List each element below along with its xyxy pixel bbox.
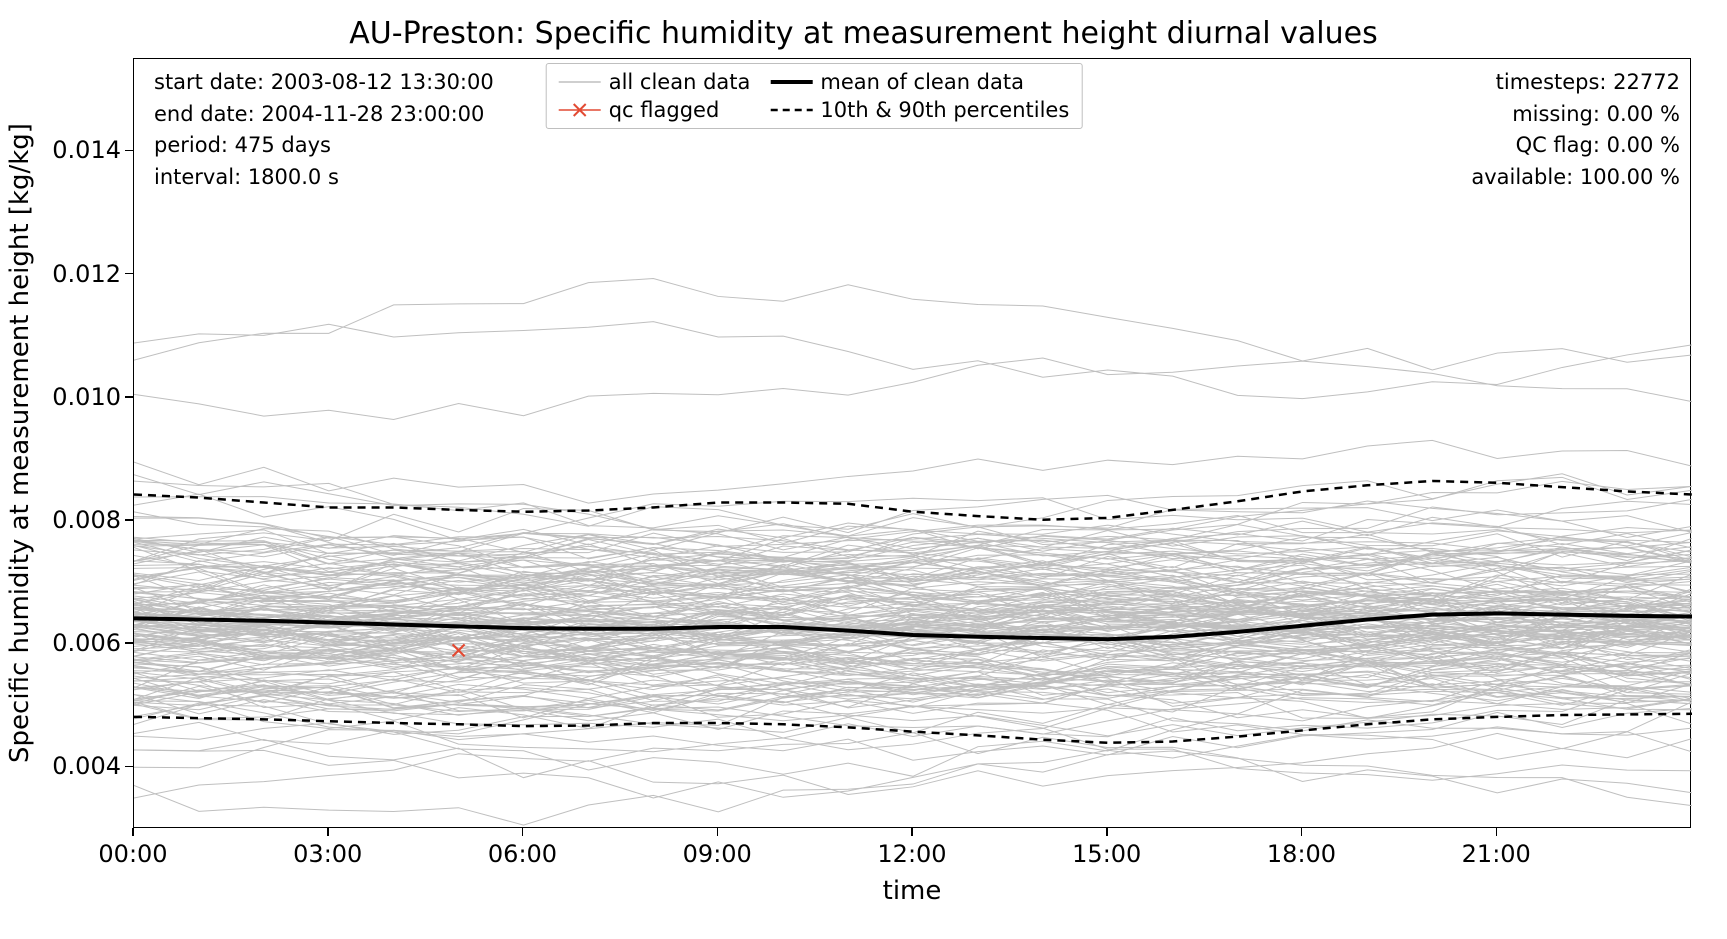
y-tickmark: [125, 642, 133, 644]
info-left-line: start date: 2003-08-12 13:30:00: [154, 67, 494, 99]
x-tick-label: 06:00: [488, 840, 557, 868]
info-right-line: QC flag: 0.00 %: [1471, 130, 1680, 162]
y-tickmark: [125, 273, 133, 275]
plot-area: start date: 2003-08-12 13:30:00end date:…: [133, 58, 1691, 828]
x-tickmark: [132, 828, 134, 836]
x-axis-label: time: [883, 876, 942, 906]
clean-line: [134, 358, 1692, 420]
chart-title: AU-Preston: Specific humidity at measure…: [0, 16, 1727, 51]
y-tickmark: [125, 519, 133, 521]
info-left-line: period: 475 days: [154, 130, 494, 162]
x-tickmark: [327, 828, 329, 836]
y-tick-label: 0.010: [43, 383, 121, 411]
x-tick-label: 21:00: [1462, 840, 1531, 868]
clean-line: [134, 279, 1692, 370]
x-tickmark: [1301, 828, 1303, 836]
legend-sample: [770, 75, 812, 89]
clean-line: [134, 440, 1692, 503]
x-tick-label: 12:00: [877, 840, 946, 868]
x-tickmark: [717, 828, 719, 836]
clean-line: [134, 732, 1692, 795]
legend-col: all clean data qc flagged: [559, 70, 751, 122]
clean-line: [134, 508, 1692, 579]
y-tick-label: 0.014: [43, 136, 121, 164]
info-right-line: available: 100.00 %: [1471, 162, 1680, 194]
y-tickmark: [125, 150, 133, 152]
legend-item: qc flagged: [559, 98, 751, 122]
x-tick-label: 09:00: [683, 840, 752, 868]
x-tick-label: 03:00: [293, 840, 362, 868]
clean-line: [134, 322, 1692, 399]
x-tickmark: [522, 828, 524, 836]
legend-label: 10th & 90th percentiles: [820, 98, 1069, 122]
legend-label: all clean data: [609, 70, 751, 94]
legend-item: mean of clean data: [770, 70, 1069, 94]
y-tickmark: [125, 396, 133, 398]
legend-label: qc flagged: [609, 98, 720, 122]
info-left: start date: 2003-08-12 13:30:00end date:…: [154, 67, 494, 193]
info-left-line: interval: 1800.0 s: [154, 162, 494, 194]
x-tick-label: 15:00: [1072, 840, 1141, 868]
legend-label: mean of clean data: [820, 70, 1024, 94]
figure: AU-Preston: Specific humidity at measure…: [0, 0, 1727, 939]
x-tick-label: 18:00: [1267, 840, 1336, 868]
legend-item: 10th & 90th percentiles: [770, 98, 1069, 122]
info-left-line: end date: 2004-11-28 23:00:00: [154, 99, 494, 131]
legend-sample: [770, 103, 812, 117]
legend-item: all clean data: [559, 70, 751, 94]
x-tickmark: [911, 828, 913, 836]
y-tick-label: 0.006: [43, 629, 121, 657]
legend-sample: [559, 103, 601, 117]
y-tick-label: 0.008: [43, 506, 121, 534]
y-tickmark: [125, 766, 133, 768]
x-tickmark: [1106, 828, 1108, 836]
x-tick-label: 00:00: [98, 840, 167, 868]
legend-sample: [559, 75, 601, 89]
legend: all clean data qc flagged mean of clean d…: [546, 63, 1083, 129]
info-right-line: timesteps: 22772: [1471, 67, 1680, 99]
info-right-line: missing: 0.00 %: [1471, 99, 1680, 131]
info-right: timesteps: 22772missing: 0.00 %QC flag: …: [1471, 67, 1680, 193]
legend-col: mean of clean data 10th & 90th percentile…: [770, 70, 1069, 122]
x-tickmark: [1496, 828, 1498, 836]
y-tick-label: 0.012: [43, 260, 121, 288]
y-tick-label: 0.004: [43, 752, 121, 780]
y-axis-label: Specific humidity at measurement height …: [5, 123, 35, 763]
